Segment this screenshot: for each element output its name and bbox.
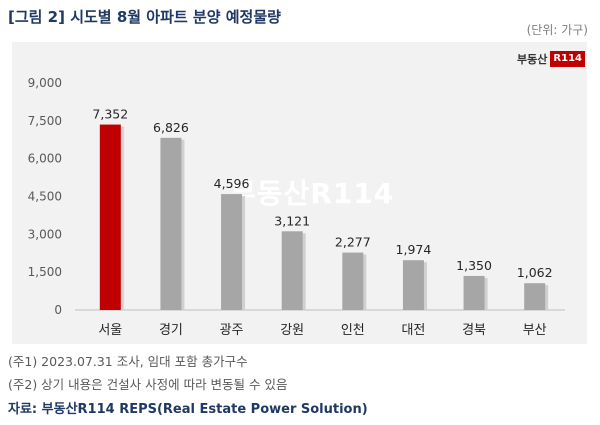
- bar: [463, 275, 485, 310]
- y-tick-label: 9,000: [28, 76, 62, 90]
- category-label: 서울: [98, 323, 122, 338]
- data-label: 1,974: [396, 242, 432, 257]
- data-label: 2,277: [335, 235, 371, 250]
- data-label: 7,352: [92, 107, 128, 122]
- unit-label: (단위: 가구): [526, 23, 588, 37]
- y-tick-label: 1,500: [28, 265, 62, 279]
- data-label: 4,596: [214, 176, 250, 191]
- category-label: 경북: [462, 323, 486, 338]
- category-label: 경기: [159, 323, 183, 338]
- logo-text: 부동산: [517, 53, 548, 66]
- chart-title: [그림 2] 시도별 8월 아파트 분양 예정물량: [8, 8, 281, 26]
- data-label: 3,121: [274, 213, 310, 228]
- y-tick-label: 0: [54, 303, 62, 317]
- category-label: 대전: [401, 323, 425, 338]
- category-label: 광주: [220, 323, 244, 338]
- category-label: 강원: [280, 323, 304, 338]
- data-label: 1,062: [517, 265, 553, 280]
- y-tick-label: 4,500: [28, 190, 62, 204]
- bar: [524, 283, 546, 310]
- bar: [160, 137, 182, 310]
- watermark: 부동산R114: [230, 177, 395, 210]
- y-tick-label: 6,000: [28, 152, 62, 166]
- bar: [342, 252, 364, 310]
- footnote-1: (주1) 2023.07.31 조사, 임대 포함 총가구수: [8, 354, 248, 369]
- bar: [281, 231, 303, 310]
- bar: [402, 260, 424, 310]
- y-tick-label: 3,000: [28, 227, 62, 241]
- bar: [99, 124, 121, 310]
- logo-badge: R114: [550, 51, 585, 67]
- footnote-2: (주2) 상기 내용은 건설사 사정에 따라 변동될 수 있음: [8, 377, 288, 392]
- data-label: 6,826: [153, 120, 189, 135]
- logo: 부동산 R114: [517, 50, 585, 68]
- category-label: 부산: [523, 323, 547, 338]
- data-label: 1,350: [456, 258, 492, 273]
- bar: [221, 194, 243, 310]
- y-tick-label: 7,500: [28, 114, 62, 128]
- source-line: 자료: 부동산R114 REPS(Real Estate Power Solut…: [8, 402, 368, 417]
- category-label: 인천: [341, 323, 365, 338]
